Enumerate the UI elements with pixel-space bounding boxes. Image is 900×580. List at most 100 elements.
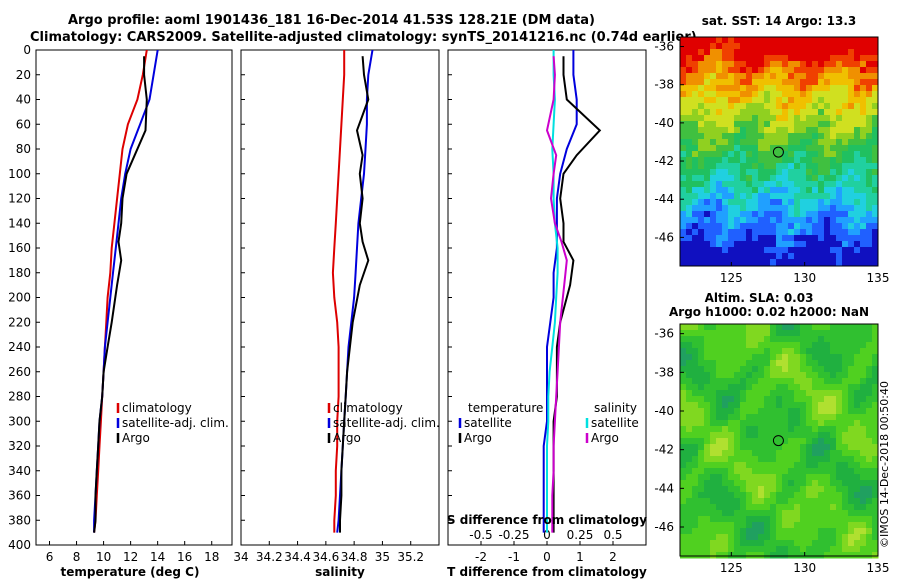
- sla-cell: [800, 414, 807, 421]
- sla-cell: [764, 468, 771, 475]
- sla-cell: [692, 330, 699, 337]
- sla-cell: [758, 402, 765, 409]
- sla-cell: [740, 396, 747, 403]
- sst-cell: [812, 133, 819, 140]
- sla-cell: [818, 342, 825, 349]
- sla-cell: [794, 486, 801, 493]
- sst-cell: [752, 121, 759, 128]
- sst-cell: [686, 121, 693, 128]
- sst-cell: [872, 253, 879, 260]
- sla-cell: [872, 468, 879, 475]
- sla-cell: [740, 456, 747, 463]
- sst-cell: [764, 79, 771, 86]
- sla-cell: [824, 450, 831, 457]
- temperature-xtick-label: 16: [177, 550, 192, 564]
- sla-cell: [824, 402, 831, 409]
- sla-cell: [854, 522, 861, 529]
- sst-cell: [794, 163, 801, 170]
- sla-cell: [698, 372, 705, 379]
- salinity-xtick-label: 34.4: [284, 550, 311, 564]
- sst-cell: [686, 79, 693, 86]
- sst-cell: [776, 145, 783, 152]
- sla-cell: [758, 522, 765, 529]
- sst-cell: [704, 235, 711, 242]
- sla-cell: [710, 540, 717, 547]
- sst-cell: [818, 49, 825, 56]
- sst-cell: [770, 199, 777, 206]
- sla-cell: [710, 372, 717, 379]
- sla-cell: [782, 504, 789, 511]
- sla-cell: [824, 480, 831, 487]
- sst-cell: [746, 217, 753, 224]
- sst-cell: [680, 247, 687, 254]
- sst-cell: [824, 241, 831, 248]
- sla-cell: [692, 378, 699, 385]
- sst-cell: [782, 115, 789, 122]
- sst-cell: [818, 55, 825, 62]
- sst-cell: [854, 115, 861, 122]
- sst-cell: [680, 253, 687, 260]
- sst-cell: [812, 55, 819, 62]
- sst-cell: [758, 217, 765, 224]
- sla-cell: [752, 444, 759, 451]
- sla-cell: [854, 384, 861, 391]
- sla-cell: [728, 480, 735, 487]
- sst-cell: [728, 85, 735, 92]
- sst-cell: [806, 241, 813, 248]
- sst-cell: [848, 217, 855, 224]
- sst-cell: [872, 217, 879, 224]
- sla-map-cells: [680, 324, 879, 559]
- sst-cell: [842, 91, 849, 98]
- sla-cell: [824, 528, 831, 535]
- sla-cell: [872, 438, 879, 445]
- sla-cell: [704, 432, 711, 439]
- sla-cell: [824, 432, 831, 439]
- sla-cell: [698, 552, 705, 559]
- sst-cell: [848, 115, 855, 122]
- sst-cell: [746, 235, 753, 242]
- sla-cell: [698, 438, 705, 445]
- sla-cell: [842, 336, 849, 343]
- sla-cell: [722, 396, 729, 403]
- sla-cell: [782, 426, 789, 433]
- sst-cell: [854, 121, 861, 128]
- sla-cell: [872, 390, 879, 397]
- sla-cell: [740, 444, 747, 451]
- sst-cell: [872, 163, 879, 170]
- sla-cell: [788, 486, 795, 493]
- sst-cell: [728, 199, 735, 206]
- sla-cell: [854, 474, 861, 481]
- sla-cell: [776, 486, 783, 493]
- sst-cell: [746, 61, 753, 68]
- sla-cell: [716, 516, 723, 523]
- sst-cell: [698, 217, 705, 224]
- sla-cell: [752, 360, 759, 367]
- sla-cell: [734, 546, 741, 553]
- sla-cell: [872, 348, 879, 355]
- sst-cell: [746, 205, 753, 212]
- sla-cell: [710, 396, 717, 403]
- sst-cell: [842, 241, 849, 248]
- sst-cell: [812, 67, 819, 74]
- sst-cell: [722, 193, 729, 200]
- sst-cell: [818, 211, 825, 218]
- map-ytick-label: -36: [654, 40, 674, 54]
- sst-cell: [686, 133, 693, 140]
- sst-cell: [854, 163, 861, 170]
- sla-cell: [806, 510, 813, 517]
- sla-cell: [680, 372, 687, 379]
- sla-cell: [692, 420, 699, 427]
- sla-cell: [770, 552, 777, 559]
- sst-cell: [806, 157, 813, 164]
- sla-cell: [776, 402, 783, 409]
- sst-cell: [728, 247, 735, 254]
- sst-cell: [698, 253, 705, 260]
- sla-cell: [818, 474, 825, 481]
- sla-cell: [806, 360, 813, 367]
- sla-cell: [722, 342, 729, 349]
- sst-cell: [740, 79, 747, 86]
- sla-cell: [776, 552, 783, 559]
- sst-cell: [770, 127, 777, 134]
- sst-cell: [770, 115, 777, 122]
- sst-cell: [764, 61, 771, 68]
